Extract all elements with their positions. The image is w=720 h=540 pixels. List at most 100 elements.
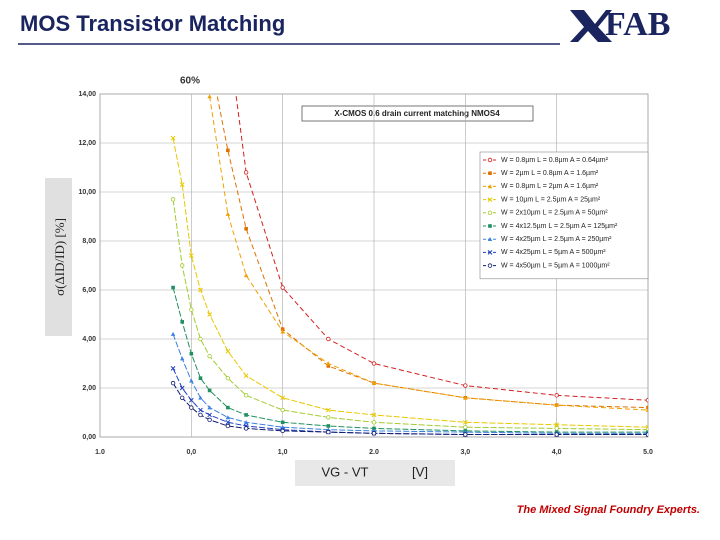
marker	[243, 373, 249, 379]
logo-x	[570, 10, 612, 42]
x-tick-label: 4,0	[552, 449, 562, 456]
marker	[463, 432, 468, 437]
x-tick-label: 5.0	[643, 449, 653, 456]
x-axis-unit: [V]	[412, 464, 428, 479]
marker	[171, 285, 175, 290]
marker	[207, 388, 212, 393]
marker	[243, 273, 249, 278]
marker	[463, 425, 468, 430]
y-axis-label: σ(ΔID/ID) [%]	[52, 218, 67, 296]
marker	[225, 423, 231, 429]
x-tick-label: 2.0	[369, 449, 379, 456]
legend-label: W = 4x25µm L = 5µm A = 500µm²	[501, 249, 606, 256]
y-label-box	[45, 178, 72, 336]
marker	[554, 393, 559, 398]
marker	[179, 395, 185, 400]
marker	[189, 405, 194, 410]
x-tick-label: 1,0	[278, 449, 288, 456]
marker	[170, 366, 176, 371]
marker	[198, 287, 203, 293]
marker	[198, 395, 203, 400]
marker	[326, 424, 331, 428]
x-tick-label: 3,0	[460, 449, 470, 456]
marker	[372, 426, 376, 431]
marker	[225, 348, 231, 354]
y-tick-label: 8,00	[82, 238, 96, 245]
plot-series	[170, 55, 648, 437]
marker	[554, 402, 559, 407]
marker	[207, 405, 212, 410]
marker	[244, 413, 248, 417]
annotation: 60%	[180, 76, 200, 87]
marker	[326, 336, 331, 342]
marker	[207, 312, 212, 317]
x-label-box	[295, 460, 455, 486]
marker	[170, 197, 176, 202]
marker	[207, 412, 212, 418]
marker	[179, 385, 185, 391]
y-tick-label: 6,00	[82, 287, 96, 294]
marker	[207, 353, 212, 359]
marker	[326, 415, 331, 420]
marker	[488, 224, 492, 228]
y-tick-label: 0,00	[82, 434, 96, 441]
marker	[208, 55, 212, 59]
y-tick-label: 10,00	[78, 189, 96, 196]
marker	[189, 307, 194, 312]
footer: The Mixed Signal Foundry Experts.	[517, 504, 700, 516]
marker	[188, 253, 194, 259]
legend-label: W = 0.8µm L = 0.8µm A = 0.64µm²	[501, 157, 609, 164]
marker	[462, 419, 468, 425]
marker	[645, 407, 648, 412]
marker	[280, 420, 285, 425]
y-tick-label: 4,00	[82, 336, 96, 343]
legend-label: W = 4x12.5µm L = 2.5µm A = 125µm²	[501, 223, 618, 230]
marker	[487, 157, 493, 163]
marker	[326, 364, 331, 368]
marker	[243, 393, 249, 398]
marker	[189, 378, 194, 383]
marker	[371, 420, 377, 425]
marker	[646, 430, 648, 434]
legend-label: W = 2µm L = 0.8µm A = 1.6µm²	[501, 170, 599, 177]
marker	[326, 361, 331, 366]
marker	[487, 197, 493, 202]
y-tick-label: 14,00	[78, 91, 96, 98]
marker	[225, 415, 231, 420]
y-tick-label: 12,00	[78, 140, 96, 147]
marker	[463, 395, 468, 400]
x-tick-label: 0,0	[186, 449, 196, 456]
marker	[244, 226, 248, 231]
marker	[280, 395, 286, 401]
marker	[554, 426, 559, 431]
marker	[189, 351, 194, 356]
marker	[371, 412, 377, 418]
marker	[371, 431, 377, 436]
marker	[207, 417, 212, 423]
marker	[198, 407, 203, 413]
marker	[325, 407, 331, 413]
marker	[280, 285, 285, 290]
logo-text: FAB	[605, 6, 670, 43]
marker	[170, 380, 176, 386]
marker	[280, 329, 285, 334]
y-tick-label: 2,00	[82, 385, 96, 392]
marker	[371, 380, 377, 385]
legend-box	[479, 151, 649, 280]
marker	[487, 184, 493, 189]
marker	[371, 361, 377, 366]
marker	[243, 420, 249, 425]
marker	[487, 250, 493, 255]
marker	[646, 405, 648, 410]
marker	[280, 407, 285, 413]
legend-label: W = 4x50µm L = 5µm A = 1000µm²	[501, 262, 610, 269]
marker	[226, 148, 230, 153]
marker	[188, 397, 194, 403]
marker	[198, 336, 203, 342]
marker	[280, 327, 285, 331]
legend-label: W = 10µm L = 2.5µm A = 25µm²	[501, 196, 601, 203]
marker	[243, 426, 249, 431]
marker	[225, 211, 231, 216]
marker	[487, 263, 493, 268]
